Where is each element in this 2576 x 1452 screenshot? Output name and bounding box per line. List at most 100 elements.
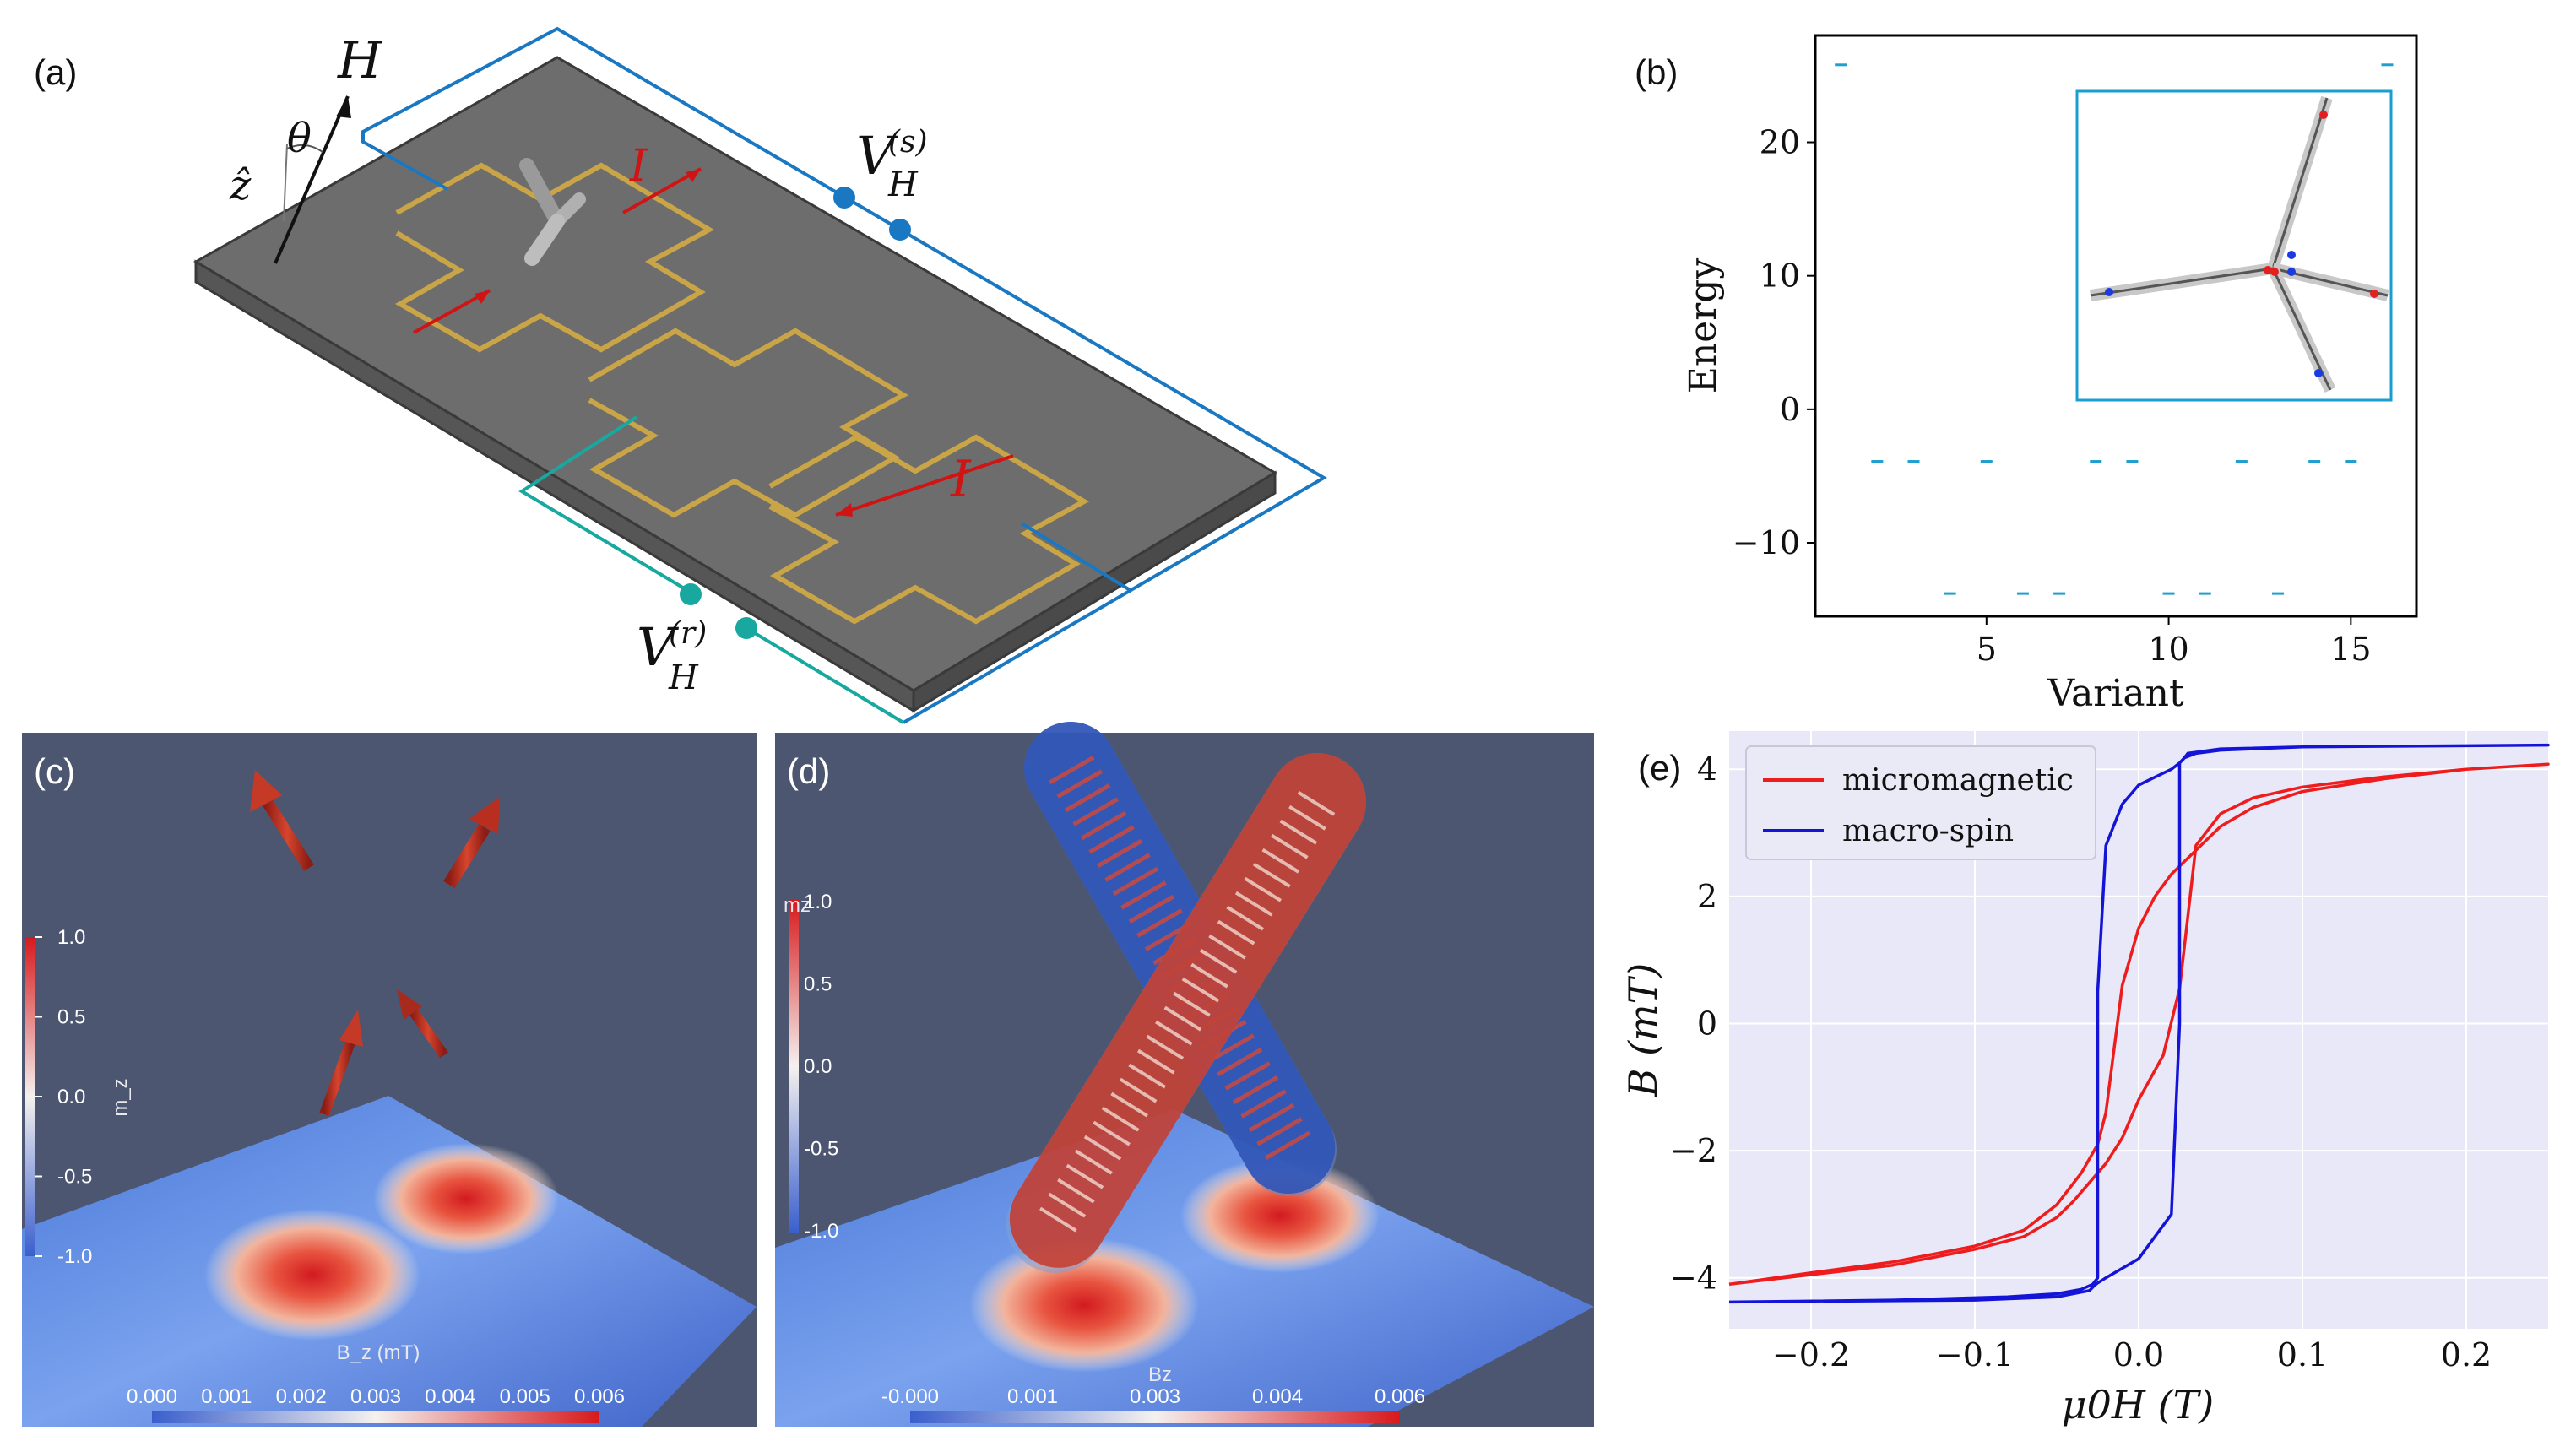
chart-b-ytick-label: 10 <box>1760 257 1800 295</box>
colorbar-d-htick-label: 0.001 <box>1007 1385 1058 1408</box>
colorbar-c-horizontal-title: B_z (mT) <box>337 1341 420 1364</box>
theta-label: θ <box>287 115 312 162</box>
colorbar-c-vertical-title: m_z <box>109 1078 132 1116</box>
colorbar-d-htick-label: 0.004 <box>1252 1385 1303 1408</box>
colorbar-c-vtick-label: 0.0 <box>57 1086 85 1108</box>
hotspot-d-1 <box>1180 1158 1380 1273</box>
vhs-terminal-1 <box>833 187 855 209</box>
chart-e-xtick-label: 0.1 <box>2277 1336 2328 1373</box>
chart-b-ytick-label: −10 <box>1733 524 1800 561</box>
chart-e-grid <box>1729 731 2548 1329</box>
colorbar-c-htick-label: 0.004 <box>425 1385 475 1408</box>
current-arrow-top <box>622 167 702 214</box>
field-arrow-head <box>336 96 351 118</box>
panel-a: (a) H <box>34 26 1327 724</box>
svg-text:H: H <box>887 165 919 204</box>
colorbar-c-htick-label: 0.000 <box>127 1385 177 1408</box>
colorbar-d-horizontal-ticks: -0.000 0.001 0.003 0.004 0.006 <box>881 1385 1425 1408</box>
svg-text:V: V <box>637 616 680 678</box>
chart-e-ytick-label: −2 <box>1670 1132 1717 1169</box>
vhr-terminal-2 <box>735 617 757 639</box>
colorbar-d-horizontal <box>910 1411 1400 1423</box>
colorbar-c-htick-label: 0.005 <box>500 1385 550 1408</box>
chart-b-ylabel: Energy <box>1682 258 1725 394</box>
colorbar-c-htick-label: 0.002 <box>276 1385 327 1408</box>
panel-a-label: (a) <box>34 52 77 92</box>
chart-e-ylabel: B (mT) <box>1620 963 1666 1098</box>
panel-c: (c) 1.00.50.0-0.5-1.0 m_z 0.000 0.001 0.00… <box>22 733 757 1427</box>
wire-vhs-2 <box>1020 522 1133 593</box>
vhr-label: V H (r) <box>637 616 707 697</box>
colorbar-c-vtick-label: -1.0 <box>57 1245 92 1268</box>
chart-e-ytick-label: 4 <box>1697 750 1717 788</box>
chart-b-xlabel: Variant <box>2047 672 2184 715</box>
chart-b-points <box>1835 63 2394 595</box>
svg-text:H: H <box>668 658 699 697</box>
colorbar-c-htick-label: 0.001 <box>201 1385 252 1408</box>
wire-vhs <box>361 26 1327 724</box>
field-plane-d <box>775 1109 1594 1427</box>
colorbar-d-vtick-label: 0.0 <box>804 1055 832 1078</box>
panel-d-label: (d) <box>787 751 830 791</box>
wire-vhr <box>518 415 696 596</box>
legend-label-macrospin: macro-spin <box>1842 814 2014 848</box>
colorbar-d-vtick-label: -1.0 <box>804 1220 838 1243</box>
chart-e-xlabel: μ0H (T) <box>2062 1382 2214 1428</box>
hall-cross-3 <box>768 434 1090 625</box>
panel-c-label: (c) <box>34 751 75 791</box>
panel-e: (e) −0.2 −0.1 0.0 0.1 0.2 −4 −2 0 2 4 μ0H (T) B (… <box>1620 731 2550 1428</box>
colorbar-d-htick-label: 0.006 <box>1375 1385 1425 1408</box>
colorbar-d-horizontal-title: Bz <box>1148 1363 1172 1386</box>
colorbar-d-vertical <box>789 900 799 1233</box>
wire-vhr-2 <box>745 626 905 724</box>
panel-d: (d) mz 1.0 0.5 0.0 -0.5 -1.0 -0.000 0.001 0.00… <box>775 722 1594 1427</box>
vhs-label: V H (s) <box>856 125 928 204</box>
colorbar-d-vertical-ticks: 1.0 0.5 0.0 -0.5 -1.0 <box>804 891 838 1243</box>
vhr-terminal-1 <box>680 583 702 605</box>
chart-e-xtick-label: −0.1 <box>1936 1336 2014 1373</box>
colorbar-c-htick-label: 0.006 <box>574 1385 625 1408</box>
hotspot-d-2 <box>969 1238 1199 1373</box>
hotspot-c-2 <box>204 1209 420 1341</box>
chart-e-ytick-label: −4 <box>1670 1260 1717 1297</box>
chart-e-series-macrospin <box>1728 743 2550 1304</box>
legend-label-micromagnetic: micromagnetic <box>1842 763 2074 798</box>
field-arrow <box>274 95 350 264</box>
chart-e-legend: micromagnetic macro-spin <box>1745 745 2096 860</box>
chart-e-ytick-label: 2 <box>1697 878 1717 915</box>
svg-text:(r): (r) <box>669 616 707 651</box>
svg-text:(s): (s) <box>888 125 928 160</box>
chart-e-lines <box>1728 743 2550 1304</box>
tripod-icon <box>519 158 586 266</box>
current-arrow-bottom-head <box>836 503 853 517</box>
zhat-label: ẑ <box>229 162 252 209</box>
spin-tube-x <box>1006 722 1366 1273</box>
chart-e-series-micromagnetic <box>1728 762 2550 1287</box>
colorbar-d-vtick-label: 0.5 <box>804 973 832 996</box>
chart-b-ytick-label: 20 <box>1760 124 1800 161</box>
chart-b-inset <box>2075 89 2393 402</box>
current-label-bottom: I <box>950 450 972 509</box>
current-label-top: I <box>629 141 648 192</box>
current-arrow-left-head <box>475 290 490 304</box>
field-label: H <box>337 31 383 90</box>
colorbar-c-horizontal <box>152 1411 599 1423</box>
chart-b-ticks: 5 10 15 −10 0 10 20 <box>1733 124 2372 668</box>
chart-b-xtick-label: 15 <box>2330 631 2371 668</box>
colorbar-d-vtick-label: 1.0 <box>804 891 832 913</box>
hotspot-c-1 <box>373 1143 559 1254</box>
chart-b-ytick-label: 0 <box>1780 391 1800 428</box>
panel-e-label: (e) <box>1638 748 1681 788</box>
svg-text:V: V <box>856 125 899 187</box>
colorbar-d-vertical-title: mz <box>784 894 811 917</box>
chart-e-xtick-label: 0.0 <box>2113 1336 2164 1373</box>
chart-e-xtick-label: −0.2 <box>1772 1336 1850 1373</box>
current-arrow-bottom <box>835 454 1014 517</box>
chart-b-xtick-label: 5 <box>1977 631 1997 668</box>
slab-side <box>912 470 1277 713</box>
colorbar-d-vtick-label: -0.5 <box>804 1138 838 1161</box>
colorbar-d-htick-label: 0.003 <box>1130 1385 1180 1408</box>
vhs-terminal-2 <box>889 219 911 241</box>
colorbar-c-vertical-ticks: 1.0 0.5 0.0 -0.5 -1.0 <box>35 926 92 1268</box>
